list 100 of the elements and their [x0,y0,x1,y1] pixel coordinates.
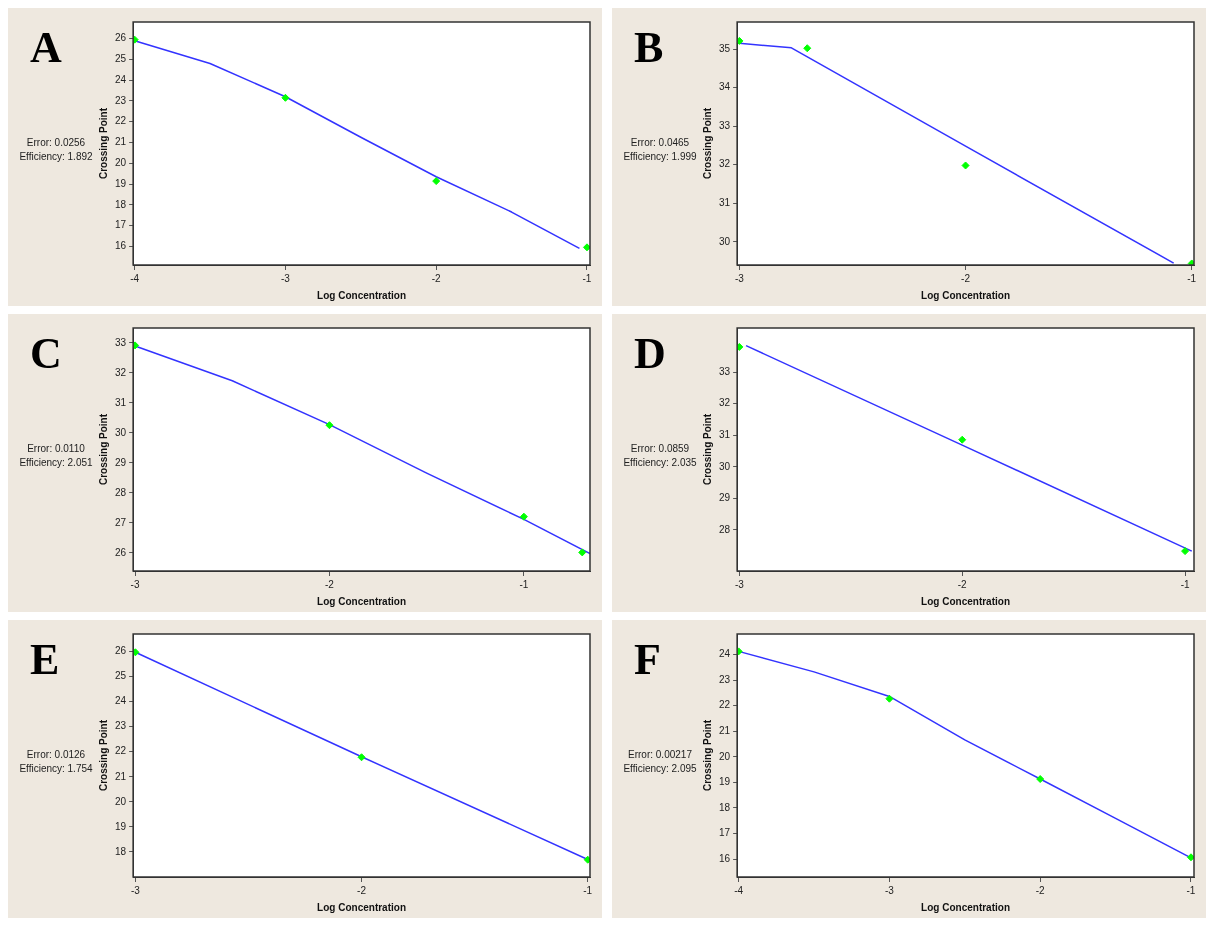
x-tick-label: -1 [582,272,592,284]
y-tick-label: 20 [115,156,127,168]
y-tick-label: 26 [115,32,127,44]
point [281,93,290,102]
chart-title: F [634,634,661,685]
text: Efficiency: 1.999 [622,150,698,164]
point [1036,775,1045,784]
y-tick-label: 23 [115,94,127,106]
x-tick-label: -2 [325,578,335,590]
x-tick-label: -2 [431,272,442,284]
y-tick-label: 33 [115,336,127,348]
y-tick-label: 21 [115,136,127,148]
y-axis-title: Crossing Point [97,719,109,792]
point [519,512,528,521]
y-tick-label: 16 [115,240,127,252]
y-tick-label: 18 [719,801,731,813]
y-tick-label: 30 [115,426,127,438]
y-tick-label: 31 [115,396,127,408]
y-tick-label: 28 [719,523,731,535]
point [961,161,970,170]
x-tick-label: -3 [884,884,895,896]
y-tick-label: 22 [719,699,731,711]
point [1187,259,1194,265]
x-tick-label: -1 [1186,884,1196,896]
y-tick-label: 20 [719,750,731,762]
y-tick-label: 18 [115,198,127,210]
y-tick-label: 32 [115,366,127,378]
text: Efficiency: 1.892 [18,150,94,164]
y-tick-label: 29 [719,492,731,504]
point [737,36,744,45]
x-tick-label: -3 [734,578,745,590]
x-axis-title: Log Concentration [317,289,407,301]
y-tick-label: 21 [719,724,731,736]
point [803,44,812,53]
y-tick-label: 19 [115,820,127,832]
y-tick-label: 26 [115,546,127,558]
y-tick-label: 18 [115,845,127,857]
text: Efficiency: 2.051 [18,456,94,470]
y-tick-label: 24 [719,648,731,660]
y-tick-label: 32 [719,158,731,170]
y-tick-label: 20 [115,795,127,807]
x-tick-label: -1 [583,884,593,896]
text: Error: 0.0859 [629,442,691,456]
point [582,243,590,252]
y-tick-label: 16 [719,852,731,864]
point [133,341,140,350]
chart-title: E [30,634,60,685]
text: Error: 0.00217 [627,748,693,762]
y-tick-label: 24 [115,73,127,85]
point [133,648,140,657]
point [737,342,744,351]
text: Error: 0.0126 [25,748,87,762]
y-tick-label: 31 [719,429,731,441]
y-tick-label: 32 [719,397,731,409]
x-tick-label: -3 [734,272,745,284]
x-tick-label: -4 [734,884,744,896]
point [432,177,441,186]
y-tick-label: 34 [719,81,731,93]
text: Error: 0.0256 [25,136,87,150]
point [357,753,366,762]
y-tick-label: 35 [719,42,731,54]
x-tick-label: -3 [130,578,140,590]
x-axis-title: Log Concentration [921,901,1011,913]
x-tick-label: -2 [1035,884,1046,896]
y-tick-label: 33 [719,119,731,131]
text: Efficiency: 1.754 [18,762,94,776]
y-tick-label: 17 [719,827,731,839]
y-tick-label: 23 [115,720,127,732]
y-tick-label: 19 [115,177,127,189]
point [325,421,334,430]
chart-title: B [634,22,664,73]
x-tick-label: -4 [130,272,140,284]
point [1186,853,1194,862]
text: Efficiency: 2.035 [622,456,698,470]
point [578,548,587,557]
chart-title: D [634,328,666,379]
y-tick-label: 25 [115,670,127,682]
x-axis-title: Log Concentration [921,289,1011,301]
y-tick-label: 24 [115,695,127,707]
x-tick-label: -1 [519,578,529,590]
y-tick-label: 27 [115,516,127,528]
y-tick-label: 33 [719,365,731,377]
x-axis-title: Log Concentration [317,901,407,913]
y-tick-label: 26 [115,645,127,657]
x-axis-title: Log Concentration [921,595,1011,607]
y-tick-label: 31 [719,197,731,209]
y-tick-label: 28 [115,486,127,498]
y-axis-title: Crossing Point [701,719,713,792]
y-tick-label: 30 [719,235,731,247]
y-tick-label: 29 [115,456,127,468]
x-tick-label: -2 [961,272,971,284]
x-tick-label: -2 [957,578,968,590]
y-tick-label: 21 [115,770,127,782]
x-tick-label: -1 [1187,272,1197,284]
chart-title: C [30,328,62,379]
x-axis-title: Log Concentration [317,595,407,607]
point [1181,547,1190,556]
y-tick-label: 25 [115,53,127,65]
y-tick-label: 22 [115,115,127,127]
point [958,435,967,444]
